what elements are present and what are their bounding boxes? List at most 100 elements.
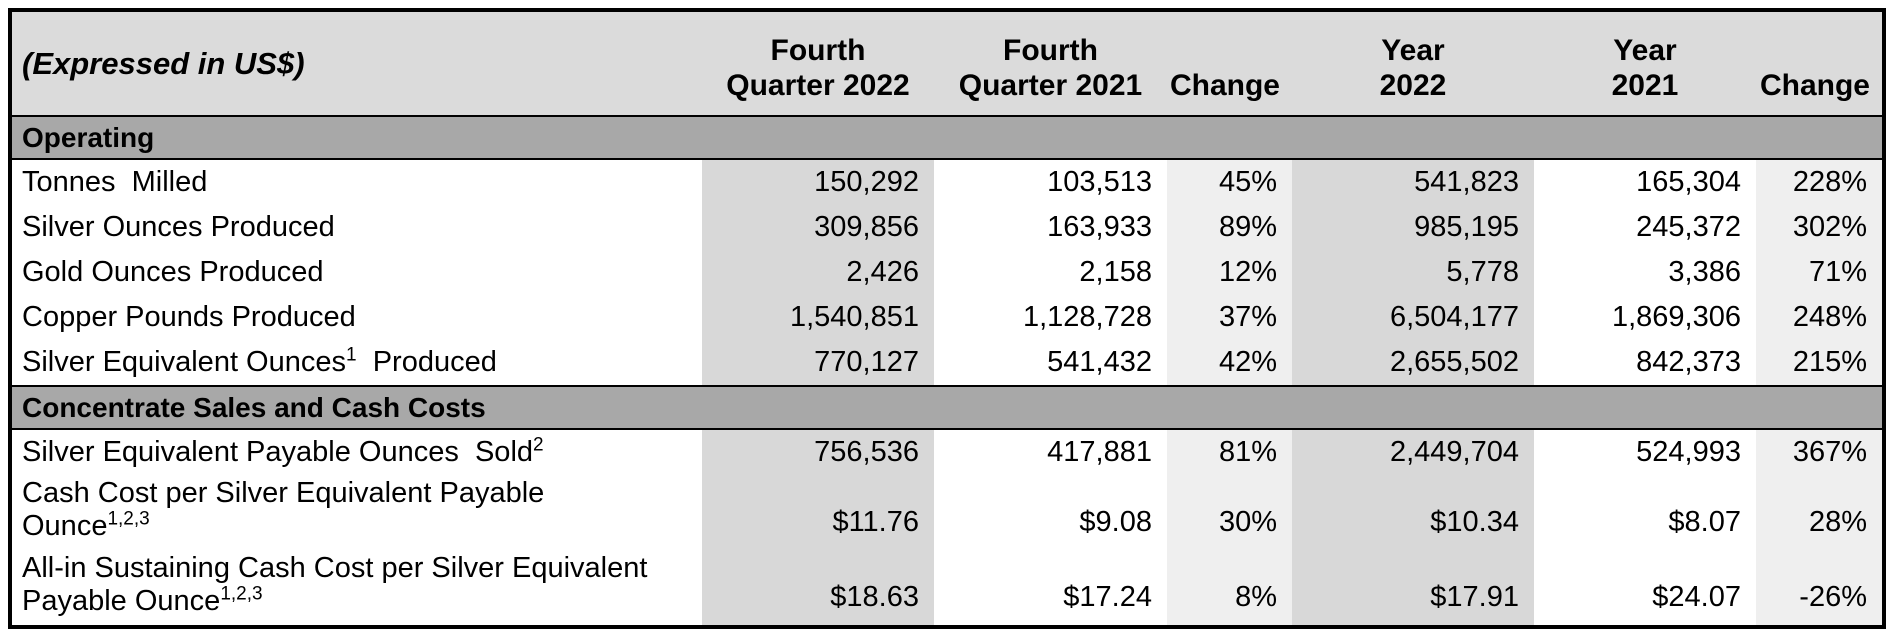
value-cell: 2,158 — [1079, 256, 1152, 288]
value-cell: 165,304 — [1636, 166, 1741, 198]
value-cell: 103,513 — [1047, 166, 1152, 198]
row-label-cell: Tonnes Milled — [12, 160, 702, 205]
cell-value: 17.91 — [1446, 581, 1519, 613]
value-cell: 89% — [1167, 205, 1292, 250]
column-header-6: Change — [1759, 69, 1870, 102]
value-cell: 5,778 — [1292, 250, 1534, 295]
currency-symbol: $ — [1430, 506, 1447, 538]
footnote-marker: 1,2,3 — [220, 583, 263, 605]
table-row: Silver Equivalent Payable Ounces Sold2 75… — [12, 430, 1882, 475]
value-cell: 985,195 — [1292, 205, 1534, 250]
row-label-cell: Gold Ounces Produced — [12, 250, 702, 295]
financial-results-table: (Expressed in US$) Fourth Quarter 2022 Fo… — [8, 8, 1886, 629]
row-label: Tonnes Milled — [22, 166, 208, 198]
value-cell: 228% — [1756, 160, 1882, 205]
row-label-cell: All-in Sustaining Cash Cost per Silver E… — [12, 550, 702, 625]
value-cell: 524,993 — [1636, 436, 1741, 468]
value-cell: 309,856 — [702, 205, 934, 250]
column-header-3: Change — [1169, 69, 1280, 102]
currency-symbol: $ — [1063, 581, 1080, 613]
row-label: Cash Cost per Silver Equivalent Payable … — [22, 477, 545, 542]
value-cell: -26% — [1756, 550, 1882, 625]
row-label: All-in Sustaining Cash Cost per Silver E… — [22, 552, 648, 617]
table-row: Silver Equivalent Ounces1 Produced 770,12… — [12, 340, 1882, 385]
column-header-1: Fourth Quarter 2022 — [726, 34, 910, 102]
value-cell: 150,292 — [702, 160, 934, 205]
value-cell: 8% — [1167, 550, 1292, 625]
value-cell: $17.24 — [934, 550, 1167, 625]
column-header-2: Fourth Quarter 2021 — [958, 34, 1143, 102]
table-row: Tonnes Milled 150,292 103,513 45% 541,823 165… — [12, 160, 1882, 205]
footnote-marker: 1,2,3 — [107, 508, 150, 530]
table-title-cell: (Expressed in US$) — [12, 12, 702, 115]
value-cell: 302% — [1756, 205, 1882, 250]
value-cell: 541,432 — [1047, 346, 1152, 378]
row-label-cell: Silver Equivalent Payable Ounces Sold2 — [12, 430, 702, 475]
table-row: Gold Ounces Produced 2,426 2,158 12% 5,778 3,… — [12, 250, 1882, 295]
value-cell: 756,536 — [702, 430, 934, 475]
currency-symbol: $ — [1079, 506, 1096, 538]
table-row: Silver Ounces Produced 309,856 163,933 89% 9… — [12, 205, 1882, 250]
cell-value: 8.07 — [1684, 506, 1741, 538]
value-cell: 367% — [1756, 430, 1882, 475]
currency-symbol: $ — [1652, 581, 1669, 613]
currency-symbol: $ — [1430, 581, 1447, 613]
value-cell: 30% — [1167, 475, 1292, 550]
cell-value: 17.24 — [1079, 581, 1152, 613]
value-cell: 2,655,502 — [1292, 340, 1534, 385]
table-header-row: (Expressed in US$) Fourth Quarter 2022 Fo… — [12, 12, 1882, 115]
column-header-4: Year 2022 — [1379, 34, 1447, 102]
value-cell: 541,823 — [1292, 160, 1534, 205]
value-cell: 770,127 — [702, 340, 934, 385]
row-label-cell: Copper Pounds Produced — [12, 295, 702, 340]
value-cell: 1,869,306 — [1611, 301, 1741, 333]
value-cell: $11.76 — [702, 475, 934, 550]
currency-symbol: $ — [1668, 506, 1685, 538]
value-cell: 163,933 — [1047, 211, 1152, 243]
cell-value: 18.63 — [846, 581, 919, 613]
value-cell: $18.63 — [702, 550, 934, 625]
value-cell: $9.08 — [934, 475, 1167, 550]
value-cell: 6,504,177 — [1292, 295, 1534, 340]
cell-value: 9.08 — [1095, 506, 1152, 538]
currency-symbol: $ — [832, 506, 849, 538]
section-title: Operating — [22, 121, 155, 153]
table-row: Cash Cost per Silver Equivalent Payable … — [12, 475, 1882, 550]
row-label-cell: Cash Cost per Silver Equivalent Payable … — [12, 475, 702, 550]
row-label: Copper Pounds Produced — [22, 301, 356, 333]
value-cell: 417,881 — [1047, 436, 1152, 468]
value-cell: 71% — [1756, 250, 1882, 295]
value-cell: 28% — [1756, 475, 1882, 550]
value-cell: 842,373 — [1636, 346, 1741, 378]
value-cell: 45% — [1167, 160, 1292, 205]
value-cell: 12% — [1167, 250, 1292, 295]
value-cell: 2,449,704 — [1292, 430, 1534, 475]
section-header-1: Operating — [12, 115, 1882, 160]
cell-value: 10.34 — [1446, 506, 1519, 538]
row-label-cell: Silver Equivalent Ounces1 Produced — [12, 340, 702, 385]
value-cell: 245,372 — [1636, 211, 1741, 243]
table-row: All-in Sustaining Cash Cost per Silver E… — [12, 550, 1882, 625]
table-body: Operating Tonnes Milled 150,292 103,513 45% 5… — [12, 115, 1882, 625]
cell-value: 11.76 — [848, 506, 919, 538]
value-cell: $10.34 — [1292, 475, 1534, 550]
value-cell: $24.07 — [1534, 550, 1756, 625]
row-label: Silver Equivalent Payable Ounces Sold2 — [22, 434, 544, 468]
value-cell: 3,386 — [1668, 256, 1741, 288]
value-cell: $8.07 — [1534, 475, 1756, 550]
value-cell: 215% — [1756, 340, 1882, 385]
value-cell: $17.91 — [1292, 550, 1534, 625]
row-label: Silver Ounces Produced — [22, 211, 335, 243]
section-title: Concentrate Sales and Cash Costs — [22, 391, 486, 423]
value-cell: 2,426 — [702, 250, 934, 295]
row-label: Gold Ounces Produced — [22, 256, 324, 288]
value-cell: 1,540,851 — [702, 295, 934, 340]
value-cell: 37% — [1167, 295, 1292, 340]
row-label: Silver Equivalent Ounces1 Produced — [22, 344, 497, 378]
value-cell: 81% — [1167, 430, 1292, 475]
table-row: Copper Pounds Produced 1,540,851 1,128,728… — [12, 295, 1882, 340]
section-header-2: Concentrate Sales and Cash Costs — [12, 385, 1882, 430]
footnote-marker: 2 — [533, 434, 544, 456]
column-header-5: Year 2021 — [1611, 34, 1679, 102]
